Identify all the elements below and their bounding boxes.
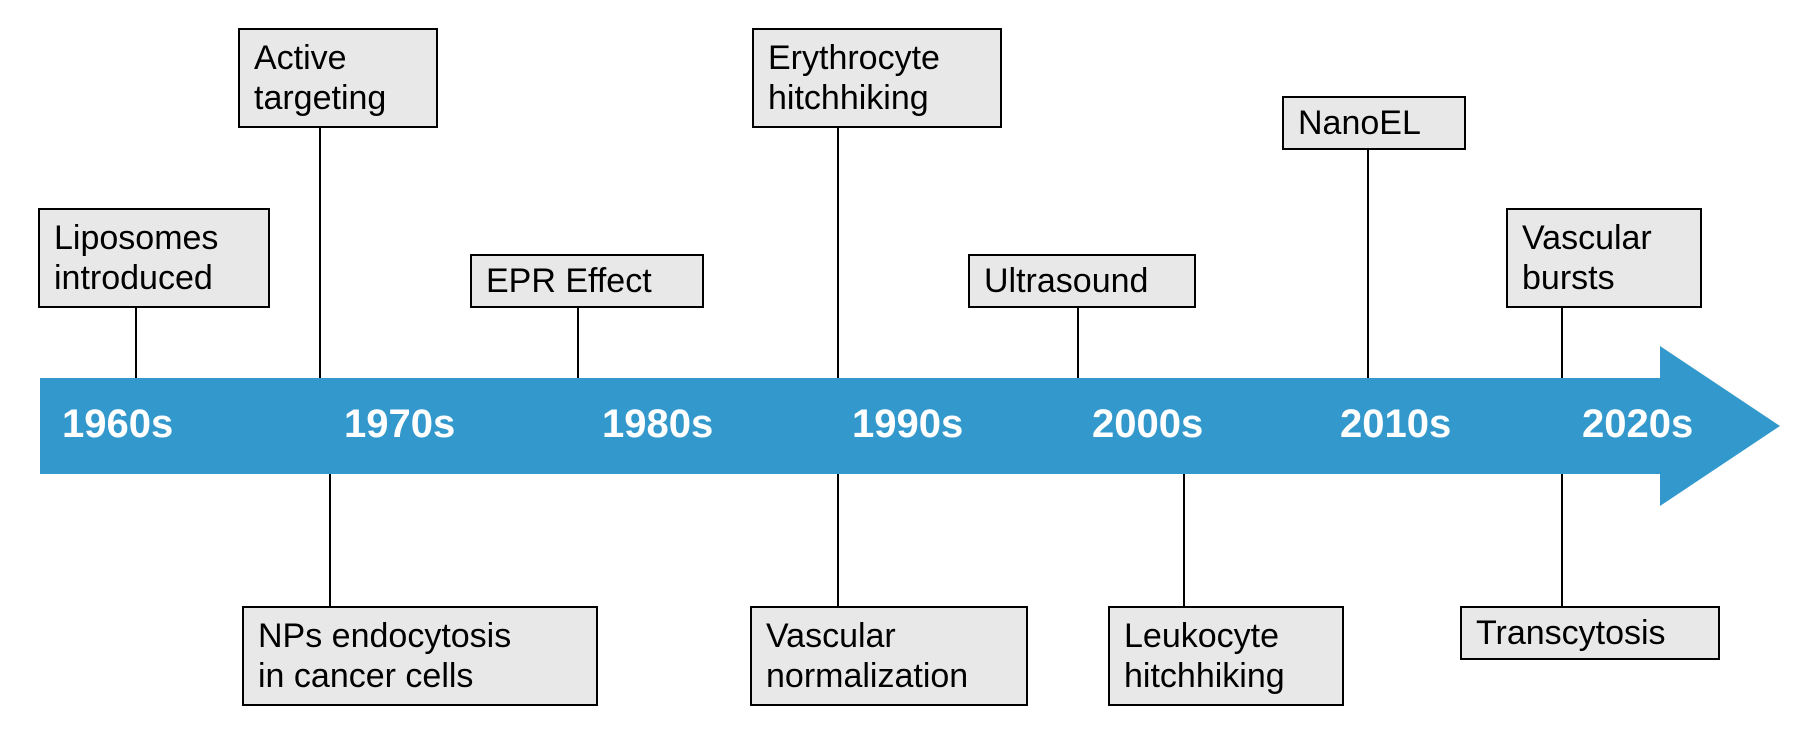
connector-nanoel xyxy=(1367,150,1369,378)
timeline-stage: 1960s 1970s 1980s 1990s 2000s 2010s 2020s Lipo… xyxy=(0,0,1800,744)
event-epr-effect: EPR Effect xyxy=(470,254,704,308)
event-vascular-normalization: Vascular normalization xyxy=(750,606,1028,706)
event-active-targeting: Active targeting xyxy=(238,28,438,128)
event-nps-endocytosis: NPs endocytosis in cancer cells xyxy=(242,606,598,706)
connector-ultrasound xyxy=(1077,308,1079,378)
event-erythrocyte-hitchhiking: Erythrocyte hitchhiking xyxy=(752,28,1002,128)
connector-vascular-normalization xyxy=(837,474,839,606)
connector-epr-effect xyxy=(577,308,579,378)
connector-liposomes xyxy=(135,308,137,378)
connector-nps-endocytosis xyxy=(329,474,331,606)
connector-vascular-bursts xyxy=(1561,308,1563,378)
decade-label: 2020s xyxy=(1582,402,1693,447)
connector-active-targeting xyxy=(319,128,321,378)
decade-label: 2000s xyxy=(1092,402,1203,447)
decade-label: 1970s xyxy=(344,402,455,447)
connector-transcytosis xyxy=(1561,474,1563,606)
event-transcytosis: Transcytosis xyxy=(1460,606,1720,660)
event-leukocyte-hitchhiking: Leukocyte hitchhiking xyxy=(1108,606,1344,706)
event-nanoel: NanoEL xyxy=(1282,96,1466,150)
decade-label: 1990s xyxy=(852,402,963,447)
event-vascular-bursts: Vascular bursts xyxy=(1506,208,1702,308)
decade-label: 1960s xyxy=(62,402,173,447)
connector-erythrocyte-hitchhiking xyxy=(837,128,839,378)
connector-leukocyte-hitchhiking xyxy=(1183,474,1185,606)
decade-label: 2010s xyxy=(1340,402,1451,447)
event-liposomes: Liposomes introduced xyxy=(38,208,270,308)
decade-label: 1980s xyxy=(602,402,713,447)
event-ultrasound: Ultrasound xyxy=(968,254,1196,308)
